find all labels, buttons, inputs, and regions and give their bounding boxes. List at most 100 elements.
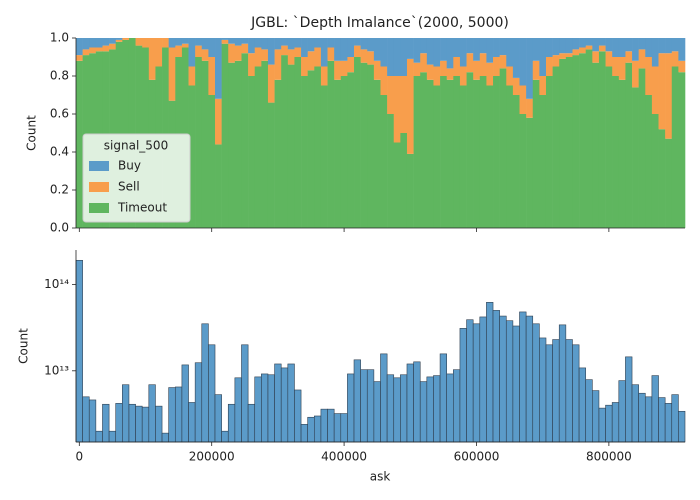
fill-bar xyxy=(373,60,381,80)
bar xyxy=(552,339,560,443)
y-tick-label: 0.0 xyxy=(50,221,69,235)
fill-bar xyxy=(347,57,355,73)
fill-bar xyxy=(347,38,355,57)
fill-bar xyxy=(168,38,176,48)
fill-bar xyxy=(267,102,275,228)
fill-bar xyxy=(426,79,434,228)
fill-bar xyxy=(320,38,328,67)
fill-bar xyxy=(261,38,269,50)
fill-bar xyxy=(82,49,90,56)
bar xyxy=(208,344,216,443)
bar xyxy=(605,404,613,443)
fill-bar xyxy=(122,38,130,40)
bar xyxy=(353,359,361,443)
fill-bar xyxy=(605,51,613,67)
bar xyxy=(651,375,659,443)
fill-bar xyxy=(248,53,256,76)
fill-bar xyxy=(526,117,534,228)
fill-bar xyxy=(539,76,547,95)
fill-bar xyxy=(459,85,467,228)
fill-bar xyxy=(281,55,289,228)
fill-bar xyxy=(625,51,633,63)
fill-bar xyxy=(89,47,97,54)
fill-bar xyxy=(618,38,626,57)
fill-bar xyxy=(294,47,302,57)
y-tick-label: 0.4 xyxy=(50,145,69,159)
fill-bar xyxy=(393,142,401,228)
y-tick-label: 10¹⁴ xyxy=(44,277,69,291)
bar xyxy=(525,315,534,443)
bar xyxy=(333,413,342,443)
bar xyxy=(678,410,686,443)
bar xyxy=(188,402,196,443)
bar xyxy=(539,337,547,443)
fill-bar xyxy=(175,45,183,57)
fill-bar xyxy=(406,153,414,228)
fill-bar xyxy=(400,38,408,76)
bar xyxy=(585,379,593,443)
fill-bar xyxy=(241,43,249,54)
fill-bar xyxy=(466,38,474,54)
fill-bar xyxy=(678,38,686,61)
fill-bar xyxy=(486,38,494,63)
fill-bar xyxy=(281,45,289,56)
bar xyxy=(300,424,308,443)
fill-bar xyxy=(645,95,653,228)
fill-bar xyxy=(267,38,275,65)
fill-bar xyxy=(307,70,315,228)
bar xyxy=(558,324,567,443)
fill-bar xyxy=(632,60,639,88)
bar xyxy=(505,320,514,443)
fill-bar xyxy=(612,38,620,57)
bar xyxy=(168,387,176,443)
bar xyxy=(82,396,90,443)
fill-bar xyxy=(188,38,196,67)
fill-bar xyxy=(459,38,467,67)
fill-bar xyxy=(254,47,262,67)
fill-bar xyxy=(605,66,613,228)
fill-bar xyxy=(406,38,414,59)
bar xyxy=(532,323,540,443)
bar xyxy=(598,407,606,443)
fill-bar xyxy=(354,45,361,57)
fill-bar xyxy=(572,49,580,56)
bar xyxy=(234,377,242,443)
fill-bar xyxy=(215,144,222,228)
fill-bar xyxy=(155,38,163,67)
chart-title: JGBL: `Depth Imalance`(2000, 5000) xyxy=(250,15,509,31)
fill-bar xyxy=(254,38,262,48)
fill-bar xyxy=(499,38,507,56)
fill-bar xyxy=(433,38,441,67)
fill-bar xyxy=(334,60,342,80)
fill-bar xyxy=(499,68,507,229)
fill-bar xyxy=(512,38,520,78)
fill-bar xyxy=(195,38,203,46)
y-tick-label: 0.2 xyxy=(50,183,69,197)
legend-label: Timeout xyxy=(117,201,167,215)
bar xyxy=(141,406,150,443)
fill-bar xyxy=(473,60,481,80)
fill-bar xyxy=(426,38,434,65)
x-tick-label: 800000 xyxy=(586,450,632,464)
y-axis-label: Count xyxy=(17,328,31,364)
bar xyxy=(578,367,587,443)
fill-bar xyxy=(234,60,242,228)
fill-bar xyxy=(387,114,395,228)
fill-bar xyxy=(632,38,639,61)
fill-bar xyxy=(287,49,295,65)
bar xyxy=(360,369,368,443)
fill-bar xyxy=(426,64,434,80)
fill-bar xyxy=(545,38,553,57)
bar xyxy=(400,374,408,443)
fill-bar xyxy=(208,95,216,228)
fill-bar xyxy=(479,38,487,54)
fill-bar xyxy=(658,53,666,130)
fill-bar xyxy=(459,66,467,86)
fill-bar xyxy=(466,53,474,73)
bar xyxy=(406,363,414,443)
fill-bar xyxy=(446,38,454,69)
fill-bar xyxy=(552,38,560,56)
bar xyxy=(486,302,494,443)
bar xyxy=(115,403,123,443)
fill-bar xyxy=(188,66,196,86)
